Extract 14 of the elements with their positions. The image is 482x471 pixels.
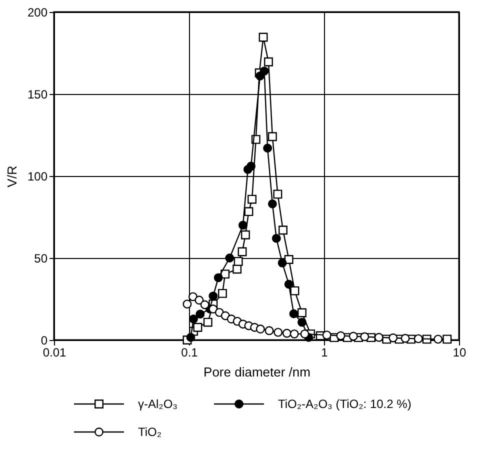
x-tick-label: 1 xyxy=(321,346,328,360)
y-axis-title: V/R xyxy=(4,166,20,188)
y-tick-label: 50 xyxy=(34,252,48,266)
x-tick-label: 0.1 xyxy=(181,346,198,360)
legend-label: TiO₂ xyxy=(138,425,162,439)
y-tick-label: 200 xyxy=(27,6,48,20)
legend-label: γ-Al₂O₃ xyxy=(138,397,178,411)
y-tick-label: 100 xyxy=(27,170,48,184)
x-tick-label: 0.01 xyxy=(42,346,66,360)
legend-label: TiO₂-A₂O₃ (TiO₂: 10.2 %) xyxy=(278,397,412,411)
x-tick-label: 10 xyxy=(452,346,466,360)
y-tick-label: 0 xyxy=(40,334,48,348)
y-tick-label: 150 xyxy=(27,88,48,102)
x-axis-title: Pore diameter /nm xyxy=(204,364,310,380)
